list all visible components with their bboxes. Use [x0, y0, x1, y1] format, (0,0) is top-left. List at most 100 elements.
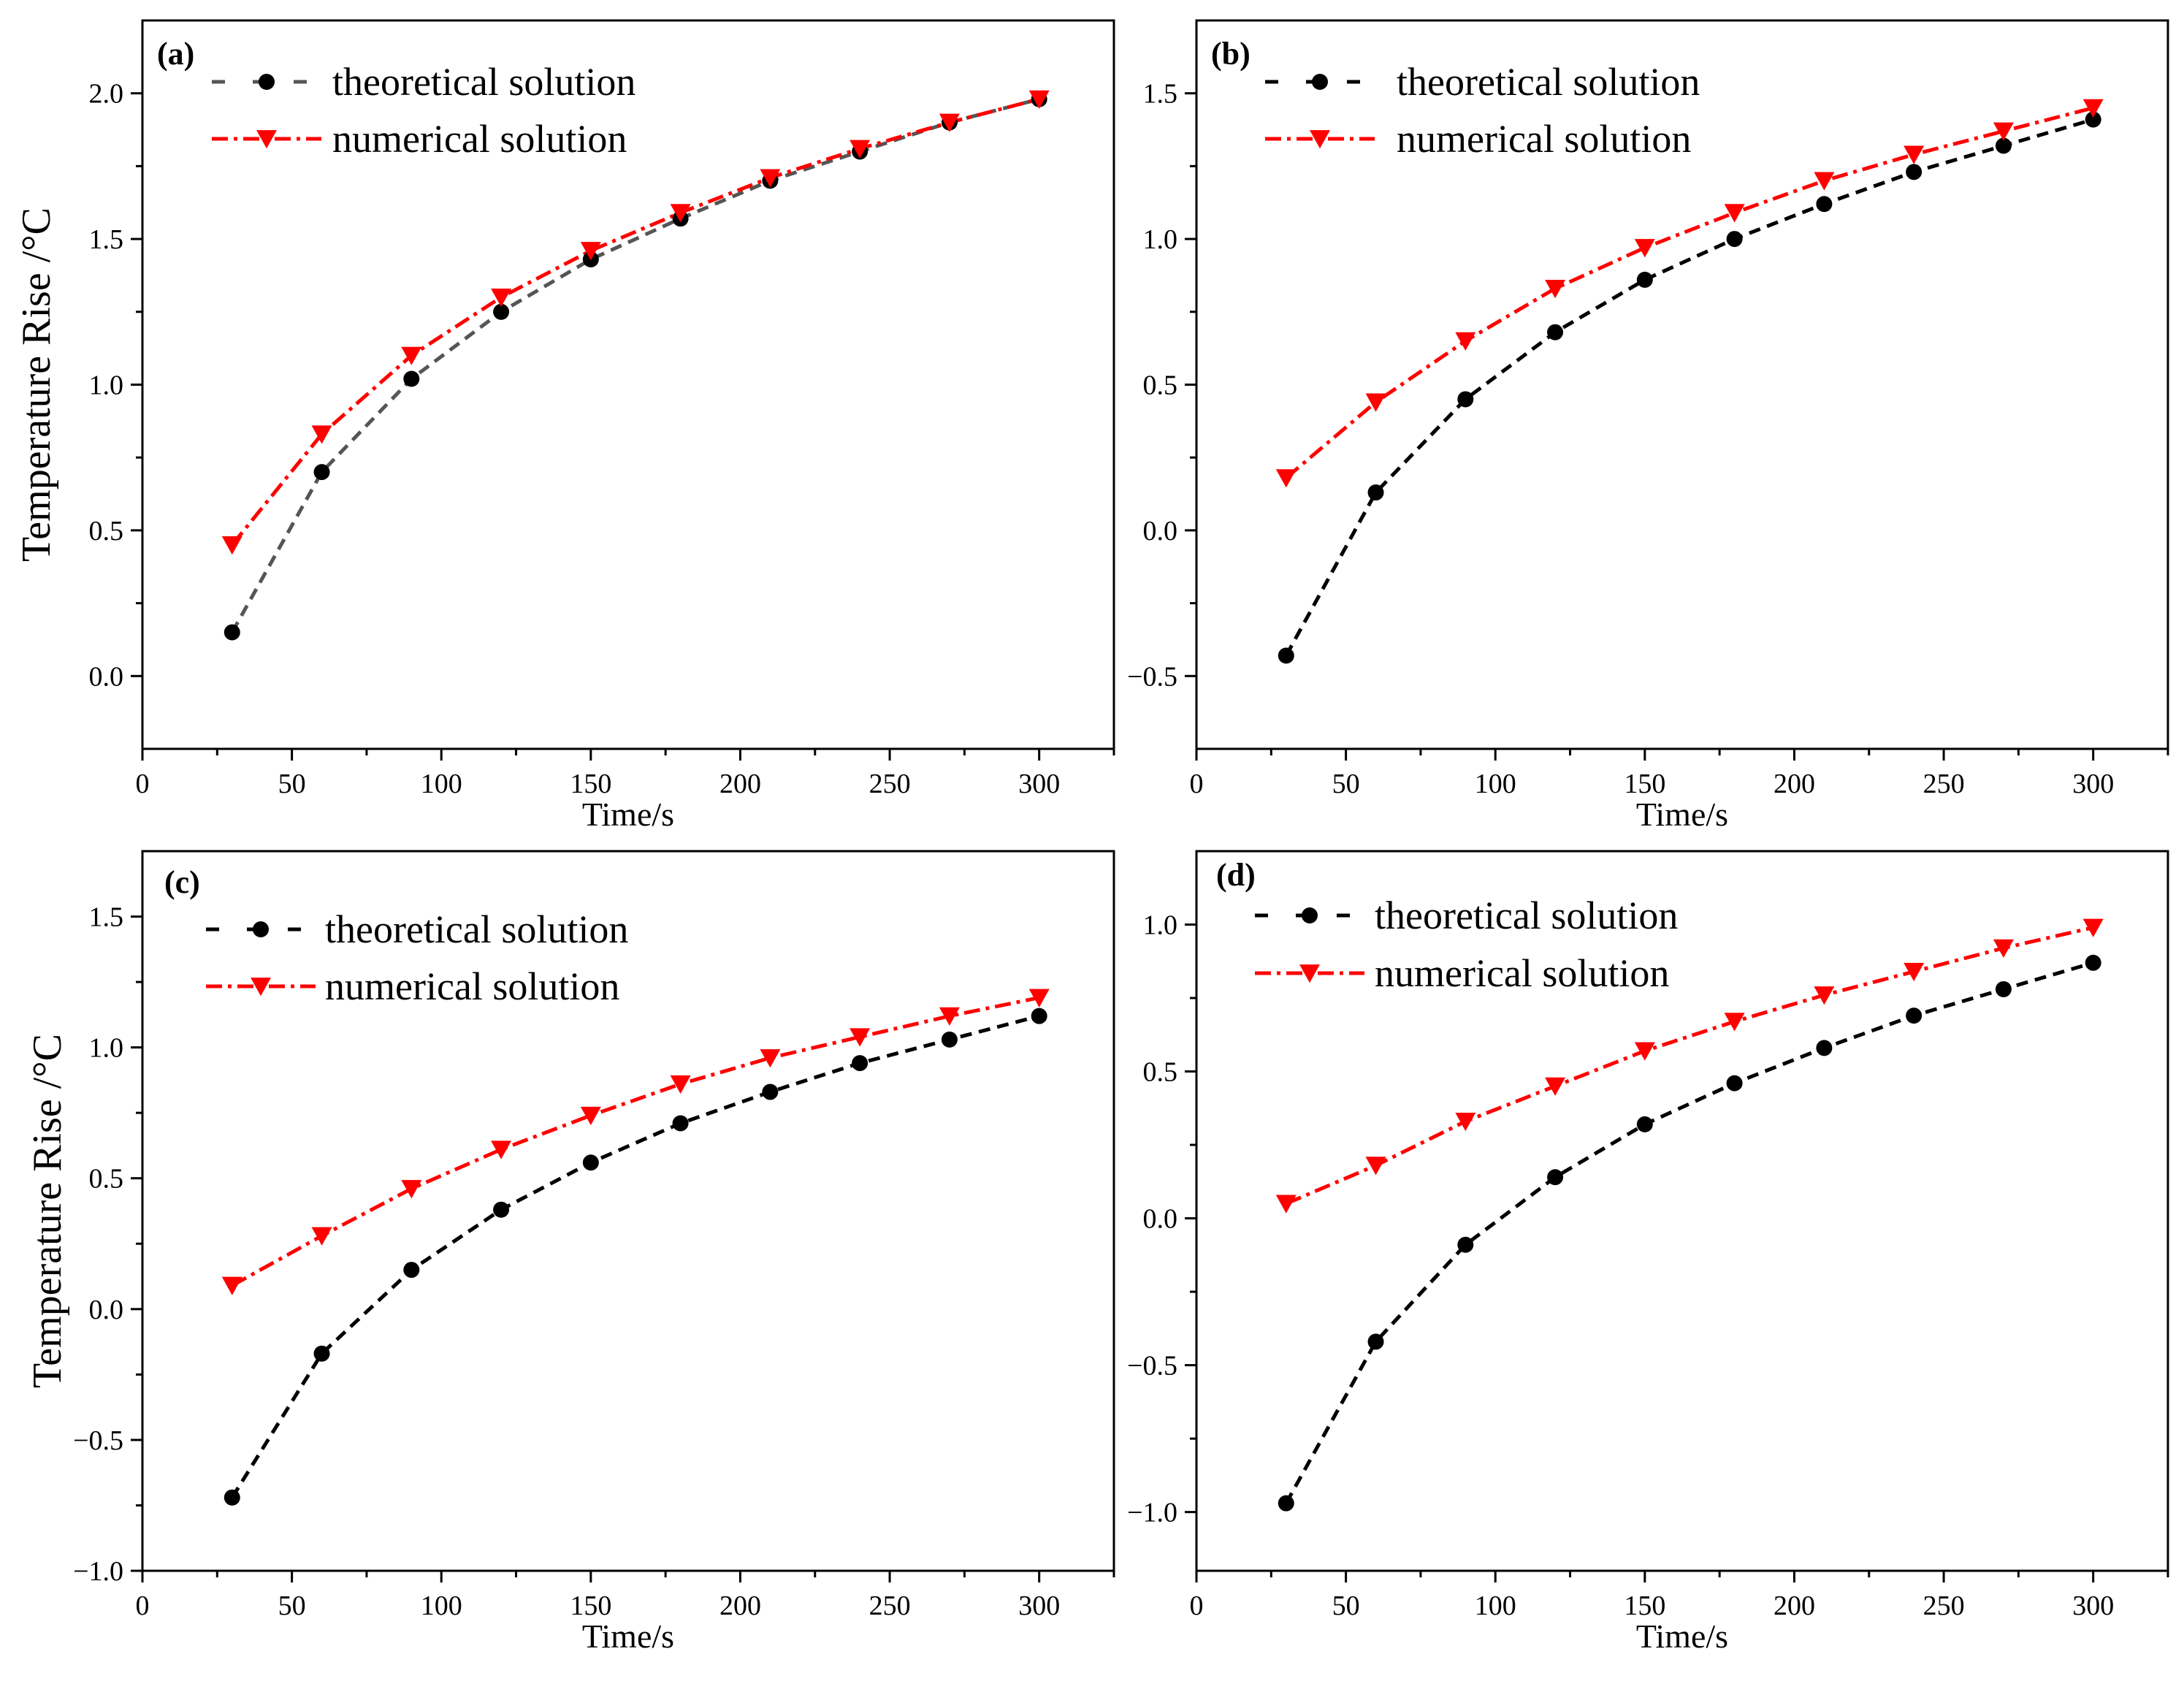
- panel-c-x-tick-label: 200: [719, 1591, 761, 1621]
- panel-c-y-tick-label: −0.5: [73, 1425, 123, 1456]
- panel-c-numerical-point: [580, 1106, 601, 1126]
- panel-d-legend-theoretical-label: theoretical solution: [1375, 894, 1678, 937]
- panel-d-numerical-point: [1545, 1077, 1566, 1096]
- panel-d-legend: theoretical solution numerical solution: [1255, 894, 1678, 995]
- panel-c-y-tick-label: 0.5: [89, 1164, 124, 1195]
- panel-c-x-tick-label: 150: [570, 1591, 611, 1621]
- panel-c-x-tick-label: 250: [869, 1591, 911, 1621]
- panel-d-axes-frame: [1195, 850, 2169, 1572]
- panel-a-y-tick-label: 2.0: [89, 79, 124, 110]
- panel-c-theoretical-point: [852, 1055, 868, 1072]
- panel-c-theoretical-point: [1031, 1008, 1047, 1024]
- panel-c-theoretical-point: [493, 1201, 510, 1218]
- panel-a-numerical-line: [230, 97, 1040, 546]
- panel-d-x-tick-label: 150: [1624, 1591, 1665, 1621]
- panel-d-numerical-point: [1634, 1042, 1655, 1061]
- panel-b-x-axis-label: Time/s: [1636, 796, 1728, 833]
- panel-a-numerical-point: [401, 346, 422, 365]
- panel-b-y-tick-label: −0.5: [1127, 661, 1177, 692]
- panel-b-legend: theoretical solution numerical solution: [1265, 60, 1700, 161]
- panel-d-y-tick-label: −0.5: [1127, 1351, 1177, 1382]
- panel-d-legend-numerical-label: numerical solution: [1375, 951, 1669, 995]
- panel-b-theoretical-point: [1278, 647, 1294, 664]
- panel-d-theoretical-line: [1284, 961, 2094, 1504]
- panel-a-x-tick-label: 200: [719, 769, 761, 799]
- panel-b-numerical-point: [1365, 393, 1386, 412]
- panel-b-y-tick-label: 1.5: [1143, 79, 1178, 110]
- panel-b-theoretical-point: [1636, 271, 1653, 288]
- panel-c-label: (c): [164, 864, 200, 900]
- panel-b-numerical-point: [1904, 145, 1925, 164]
- panel-b-numerical-line: [1285, 106, 2094, 480]
- panel-d-numerical-point: [1724, 1013, 1745, 1032]
- panel-a-label: (a): [157, 36, 194, 72]
- panel-a-theoretical-point: [403, 370, 420, 387]
- panel-d-theoretical-point: [1457, 1236, 1474, 1253]
- panel-c-numerical-point: [760, 1049, 781, 1068]
- panel-b-y-tick-label: 0.0: [1143, 516, 1178, 546]
- panel-c-y-tick-label: −1.0: [73, 1556, 123, 1587]
- panel-d-theoretical-point: [1816, 1040, 1833, 1056]
- panel-d-theoretical-point: [1906, 1008, 1923, 1024]
- panel-a-x-tick-label: 250: [869, 769, 911, 799]
- panel-d-theoretical-point: [1995, 980, 2012, 997]
- panel-d-x-tick-label: 250: [1923, 1591, 1965, 1621]
- panel-a-x-tick-label: 300: [1018, 769, 1060, 799]
- panel-c-x-tick-label: 100: [421, 1591, 462, 1621]
- panel-a-axes-frame: [141, 19, 1115, 750]
- panel-c-numerical-point: [401, 1180, 422, 1199]
- panel-d-x-tick-label: 300: [2072, 1591, 2114, 1621]
- panel-b-numerical-point: [1724, 204, 1745, 223]
- panel-c-legend: theoretical solution numerical solution: [206, 907, 628, 1008]
- panel-a: 0 50 100 150 200 250 300 0.0 0.5 1.0 1.5 2.0 Time/s T…: [14, 19, 1115, 833]
- panel-c-numerical-point: [1028, 989, 1050, 1008]
- panel-b: 0 50 100 150 200 250 300 −0.5 0.0 0.5 1.0 1.5 Time/s…: [1127, 19, 2169, 833]
- panel-a-x-tick-label: 0: [136, 769, 150, 799]
- panel-a-numerical-point: [491, 288, 512, 308]
- panel-a-x-tick-label: 150: [570, 769, 611, 799]
- panel-c-numerical-point: [221, 1276, 243, 1295]
- panel-a-legend-numerical-label: numerical solution: [332, 117, 627, 161]
- panel-c-x-axis-label: Time/s: [582, 1618, 674, 1655]
- panel-a-numerical-point: [1028, 90, 1050, 109]
- panel-b-numerical-point: [1814, 172, 1835, 191]
- panel-b-x-tick-label: 150: [1624, 769, 1665, 799]
- panel-d-numerical-point: [1993, 939, 2014, 958]
- panel-a-theoretical-point: [224, 624, 240, 641]
- panel-a-numerical-point: [580, 242, 601, 261]
- panel-a-x-axis-label: Time/s: [582, 796, 674, 833]
- panel-b-theoretical-point: [1367, 484, 1384, 501]
- panel-b-numerical-point: [1545, 279, 1566, 299]
- panel-b-legend-theoretical-label: theoretical solution: [1397, 60, 1700, 104]
- panel-b-theoretical-point: [1816, 196, 1833, 213]
- panel-a-x-tick-label: 100: [421, 769, 462, 799]
- panel-c-numerical-point: [939, 1007, 960, 1026]
- panel-d-y-tick-label: −1.0: [1127, 1498, 1177, 1528]
- panel-c-theoretical-point: [672, 1115, 689, 1132]
- panel-b-theoretical-point: [2085, 111, 2101, 128]
- panel-a-numerical-point: [221, 536, 243, 555]
- panel-d-theoretical-point: [1547, 1169, 1564, 1186]
- panel-c-numerical-point: [849, 1028, 871, 1047]
- panel-d-x-axis-label: Time/s: [1636, 1618, 1728, 1655]
- panel-a-numerical-point: [760, 169, 781, 188]
- panel-d-numerical-point: [1455, 1112, 1476, 1132]
- panel-b-theoretical-point: [1906, 164, 1923, 180]
- panel-a-legend-numerical-marker: [256, 130, 277, 149]
- panel-c-legend-numerical-label: numerical solution: [325, 964, 619, 1008]
- panel-c-legend-theoretical-label: theoretical solution: [325, 907, 628, 951]
- panel-b-x-tick-label: 200: [1773, 769, 1815, 799]
- panel-c-numerical-point: [491, 1140, 512, 1159]
- panel-c-theoretical-point: [941, 1031, 958, 1048]
- panel-b-legend-theoretical-marker: [1312, 74, 1328, 90]
- panel-b-theoretical-point: [1547, 324, 1564, 340]
- panel-a-y-tick-label: 0.0: [89, 661, 124, 692]
- panel-c-y-axis-label: Temperature Rise /°C: [25, 1034, 70, 1388]
- panel-d-numerical-point: [1275, 1195, 1297, 1214]
- panel-d-legend-numerical-marker: [1299, 964, 1320, 983]
- panel-b-numerical-point: [1634, 239, 1655, 258]
- panel-b-y-tick-label: 1.0: [1143, 224, 1178, 255]
- panel-a-y-axis-label: Temperature Rise /°C: [14, 207, 59, 562]
- panel-d-theoretical-point: [1367, 1333, 1384, 1350]
- panel-c-theoretical-point: [224, 1489, 240, 1506]
